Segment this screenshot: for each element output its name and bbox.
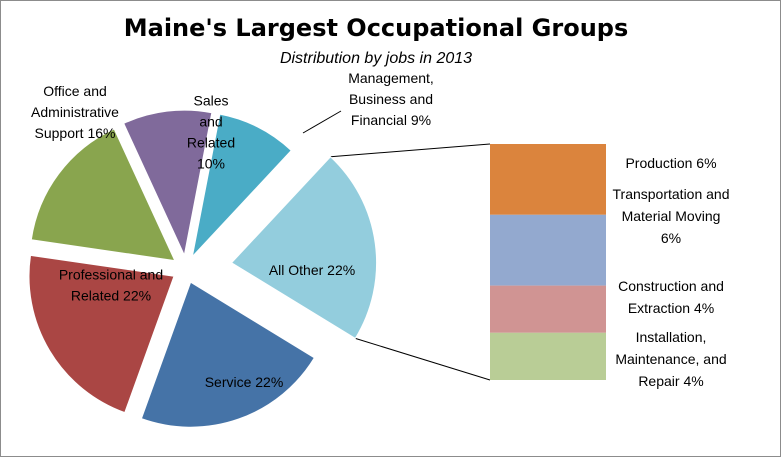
connector-lines — [302, 110, 491, 381]
slice-label-service: Service 22% — [205, 374, 284, 390]
bar-segment-construction-and-extraction — [490, 285, 606, 333]
bar-label-transportation-and-material-moving: Transportation and Material Moving 6% — [613, 186, 730, 246]
slice-label-sales-and-related: Sales and Related 10% — [187, 93, 235, 172]
bar-label-production: Production 6% — [625, 155, 716, 171]
connector-line-bottom — [355, 337, 491, 381]
chart-title: Maine's Largest Occupational Groups — [124, 14, 629, 42]
slice-label-professional-and-related: Professional and Related 22% — [59, 267, 163, 304]
slice-label-office-and-administrative-support: Office and Administrative Support 16% — [31, 83, 119, 141]
bar-label-installation-maintenance-and-repair: Installation, Maintenance, and Repair 4% — [615, 329, 726, 389]
bar-segment-transportation-and-material-moving — [490, 214, 606, 286]
pie-slice-sales-and-related — [123, 109, 213, 257]
pie — [28, 109, 378, 428]
data-labels: Management, Business and Financial 9% All O… — [31, 70, 729, 390]
pie-slice-management-business-and-financial — [191, 113, 292, 259]
connector-line-top — [330, 143, 491, 158]
slice-label-management-business-and-financial: Management, Business and Financial 9% — [348, 70, 434, 128]
bar-segment-production — [490, 144, 606, 215]
pie-slice-all-other — [230, 156, 378, 340]
slice-label-all-other: All Other 22% — [269, 262, 355, 278]
pie-slice-professional-and-related — [28, 254, 175, 414]
pie-slice-service — [140, 281, 316, 428]
stacked-bar — [490, 144, 606, 380]
leader-line-management — [302, 110, 342, 134]
bar-segment-installation-maintenance-and-repair — [490, 332, 606, 380]
pie-slice-office-and-administrative-support — [30, 128, 176, 262]
chart-subtitle: Distribution by jobs in 2013 — [280, 50, 472, 67]
bar-label-construction-and-extraction: Construction and Extraction 4% — [618, 278, 724, 316]
